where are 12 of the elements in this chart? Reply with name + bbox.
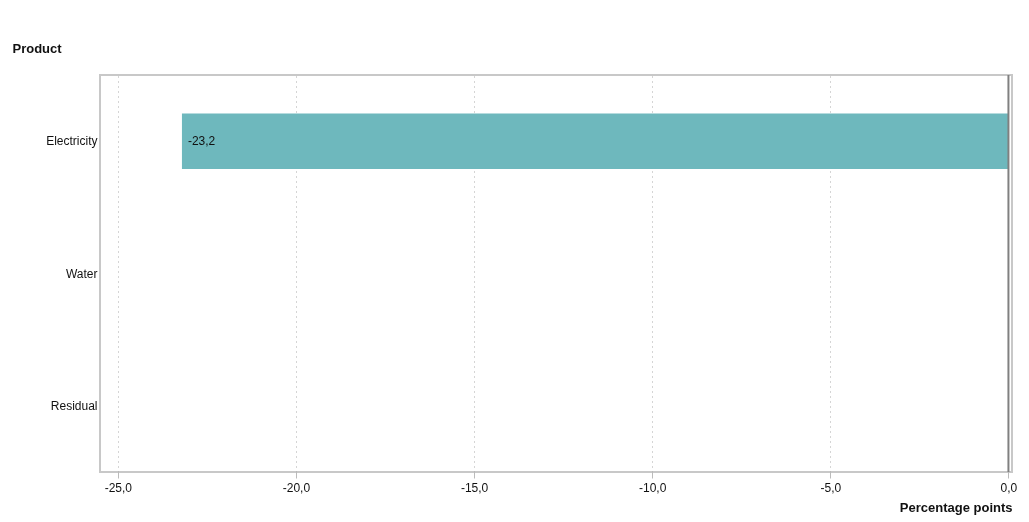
y-tick-label: Water — [65, 266, 98, 281]
y-tick-label: Electricity — [46, 134, 98, 149]
x-tick-label: -25,0 — [104, 480, 133, 495]
y-axis-title: Product — [12, 40, 63, 56]
x-tick-label: 0,0 — [1000, 480, 1018, 495]
x-tick-label: -20,0 — [282, 480, 311, 495]
x-tick-label: -15,0 — [460, 480, 489, 495]
data-label: -23,2 — [187, 134, 216, 149]
y-tick-label: Residual — [50, 398, 98, 413]
x-axis-title: Percentage points — [899, 499, 1013, 515]
x-tick-label: -5,0 — [820, 480, 842, 495]
x-tick-label: -10,0 — [639, 480, 667, 495]
